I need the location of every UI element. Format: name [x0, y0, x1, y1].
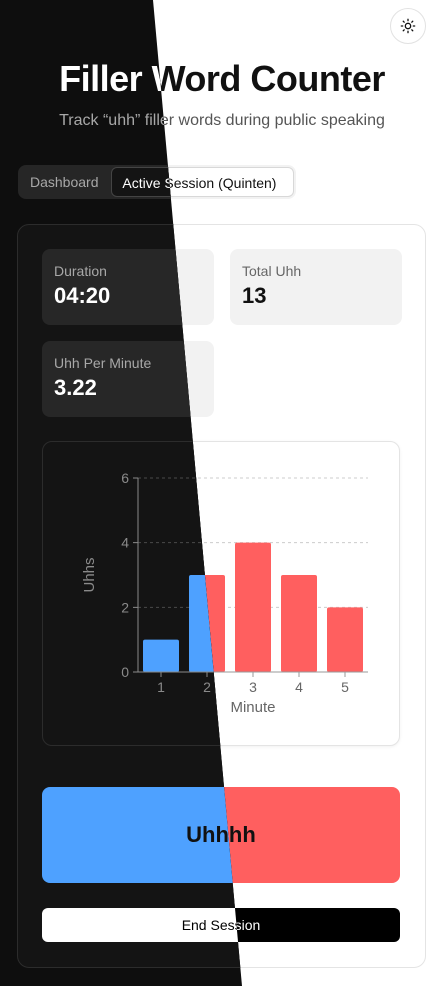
stat-rate-value-dark: 3.22 — [54, 375, 97, 400]
theme-toggle-button[interactable] — [390, 8, 426, 44]
y-tick-label: 0 — [121, 664, 129, 680]
y-tick-label: 2 — [121, 599, 129, 615]
end-session-button-dark[interactable]: End Session — [42, 908, 242, 942]
stat-duration-value-dark: 04:20 — [54, 283, 111, 308]
tab-dashboard-dark[interactable]: Dashboard — [30, 174, 99, 190]
stat-rate-dark: Uhh Per Minute 3.22 — [42, 341, 214, 417]
uhh-chart: 0 2 4 6 1 2 3 4 5 Minute Uhhs — [81, 470, 368, 716]
bar-minute-1 — [143, 639, 179, 672]
y-tick-label: 4 — [121, 535, 129, 551]
stat-total-value: 13 — [242, 283, 267, 308]
stat-total: Total Uhh 13 — [230, 249, 402, 325]
x-tick-label: 2 — [203, 679, 211, 695]
x-tick-label: 3 — [249, 679, 257, 695]
x-tick-label: 5 — [341, 679, 349, 695]
sun-icon — [400, 18, 416, 34]
y-axis-label: Uhhs — [81, 557, 98, 592]
bar-minute-5 — [327, 607, 363, 672]
x-axis-label: Minute — [230, 699, 275, 716]
x-tick-label: 4 — [295, 679, 303, 695]
x-tick-label: 1 — [157, 679, 165, 695]
bar-minute-4 — [281, 575, 317, 672]
bar-minute-3 — [235, 542, 271, 672]
stat-rate-label-dark: Uhh Per Minute — [54, 355, 152, 371]
stat-duration-label-dark: Duration — [54, 263, 107, 279]
stat-total-label: Total Uhh — [242, 263, 302, 279]
y-tick-label: 6 — [121, 470, 129, 486]
